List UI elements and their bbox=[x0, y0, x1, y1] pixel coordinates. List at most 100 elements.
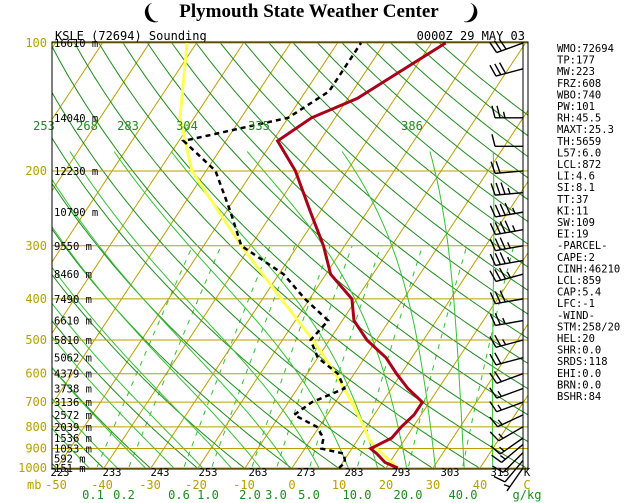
wind-barb-flag bbox=[499, 237, 506, 250]
wind-barb-flag bbox=[491, 454, 502, 463]
pressure-label: 700 bbox=[25, 395, 47, 409]
wind-barb-flag bbox=[489, 64, 497, 77]
moist-adiabat-line bbox=[246, 151, 408, 469]
pressure-label: 400 bbox=[25, 292, 47, 306]
pressure-label: 300 bbox=[25, 239, 47, 253]
mixing-ratio-line bbox=[275, 245, 353, 469]
isotherm-line bbox=[102, 42, 386, 469]
wind-barb-staff bbox=[499, 437, 524, 455]
index-line: RH:45.5 bbox=[557, 113, 601, 125]
wind-barb bbox=[489, 267, 524, 283]
wind-barb-half-flag bbox=[506, 271, 512, 278]
moist-adiabat-line bbox=[52, 397, 120, 469]
wind-barb-flag bbox=[494, 313, 501, 325]
wind-barb-flag bbox=[491, 105, 496, 119]
temp-tick-label: 10 bbox=[332, 478, 346, 492]
bottom-axis: mb -50 -40 -30 -20 -10 0 10 20 30 40 C 223 233 243 253… bbox=[27, 467, 541, 502]
moist-adiabat-line bbox=[491, 151, 495, 469]
height-label: 3136 m bbox=[54, 397, 92, 409]
temp-tick-label: C bbox=[523, 478, 530, 492]
mixing-ratio-tick-label: 40.0 bbox=[449, 488, 478, 502]
wind-barb-flag bbox=[489, 353, 497, 366]
swoosh-icon-right: ❩ bbox=[459, 0, 485, 28]
wind-barb-flag bbox=[504, 202, 511, 215]
wind-barb bbox=[491, 105, 523, 119]
index-line: SW:109 bbox=[557, 217, 595, 229]
wind-barb bbox=[489, 202, 524, 218]
wind-barb-flag bbox=[498, 38, 507, 50]
theta-labels: 253 268 283 304 335 386 bbox=[33, 119, 423, 133]
dry-adiabat-line bbox=[0, 43, 17, 477]
wind-barb-half-flag bbox=[511, 225, 516, 232]
plot-frame bbox=[51, 41, 529, 470]
dry-adiabat-line bbox=[171, 42, 528, 364]
wind-barb-flag bbox=[499, 252, 506, 264]
wind-barb-flag bbox=[490, 445, 501, 455]
wind-barb-half-flag bbox=[499, 446, 505, 452]
height-label: 592 m bbox=[54, 454, 86, 466]
wind-barb-half-flag bbox=[499, 454, 506, 460]
axis-unit-label: mb bbox=[27, 478, 41, 492]
isotherm-line bbox=[52, 42, 292, 406]
kelvin-tick-label: 253 bbox=[199, 467, 218, 479]
temp-tick-label: 30 bbox=[426, 478, 440, 492]
dry-adiabat-line bbox=[220, 42, 528, 315]
index-line: WBO:740 bbox=[557, 89, 601, 101]
kelvin-tick-label: 233 bbox=[103, 467, 122, 479]
temperature-trace bbox=[275, 42, 447, 469]
wind-barb bbox=[489, 426, 524, 442]
moist-adiabat-line bbox=[52, 178, 291, 469]
index-line: TH:5659 bbox=[557, 136, 601, 148]
wind-barb-flag bbox=[494, 238, 501, 251]
isotherm-line bbox=[52, 42, 198, 263]
height-label: 2572 m bbox=[54, 410, 92, 422]
dewpoint-trace bbox=[181, 42, 363, 469]
dry-adiabat-line bbox=[98, 42, 528, 443]
wind-barb-half-flag bbox=[497, 419, 503, 426]
dry-adiabat-line bbox=[52, 91, 435, 469]
dry-adiabat-line bbox=[390, 42, 528, 158]
wind-barb-flag bbox=[498, 267, 507, 280]
temp-tick-label: -10 bbox=[233, 478, 255, 492]
kelvin-tick-label: 293 bbox=[392, 467, 411, 479]
wind-barb bbox=[489, 414, 524, 428]
wind-barb-staff bbox=[496, 387, 524, 399]
index-line: BRN:0.0 bbox=[557, 379, 601, 391]
pressure-label: 100 bbox=[25, 36, 47, 50]
moist-adiabat-line bbox=[52, 225, 262, 469]
index-line: -PARCEL- bbox=[557, 240, 608, 252]
index-line: SI:8.1 bbox=[557, 182, 595, 194]
wind-barb-flag bbox=[489, 313, 497, 326]
isotherm-line bbox=[0, 34, 15, 477]
mixing-ratio-line bbox=[308, 245, 382, 469]
wind-barb bbox=[489, 252, 524, 267]
wind-barb-flag bbox=[494, 269, 502, 281]
wind-barb bbox=[489, 370, 524, 384]
index-line: MW:223 bbox=[557, 66, 595, 78]
wind-barb-staff bbox=[496, 373, 524, 384]
station-label: KSLE (72694) Sounding bbox=[55, 29, 207, 43]
height-label: 4379 m bbox=[54, 369, 92, 381]
dry-adiabat-line bbox=[52, 414, 106, 469]
temp-tick-label: -40 bbox=[91, 478, 113, 492]
index-line: TP:177 bbox=[557, 55, 595, 67]
wind-barb-staff bbox=[497, 414, 524, 428]
height-label: 16610 m bbox=[54, 38, 98, 50]
dry-adiabat-line bbox=[52, 366, 153, 469]
wind-barb-flag bbox=[499, 221, 506, 234]
theta-label: 253 bbox=[33, 119, 55, 133]
index-line: KI:11 bbox=[557, 205, 589, 217]
index-line: MAXT:25.3 bbox=[557, 124, 614, 136]
wind-barb bbox=[489, 62, 524, 77]
dry-adiabat-line bbox=[268, 42, 528, 268]
wind-barb-half-flag bbox=[507, 256, 511, 264]
wind-barb-flag bbox=[499, 203, 506, 216]
pressure-label: 900 bbox=[25, 442, 47, 456]
wind-barb-flag bbox=[491, 134, 496, 147]
wind-barb-flag bbox=[489, 222, 497, 235]
wind-barb-half-flag bbox=[498, 433, 504, 439]
wind-barb-flag bbox=[489, 292, 497, 305]
theta-label: 386 bbox=[401, 119, 423, 133]
theta-label: 283 bbox=[117, 119, 139, 133]
index-line: CAPE:2 bbox=[557, 252, 595, 264]
